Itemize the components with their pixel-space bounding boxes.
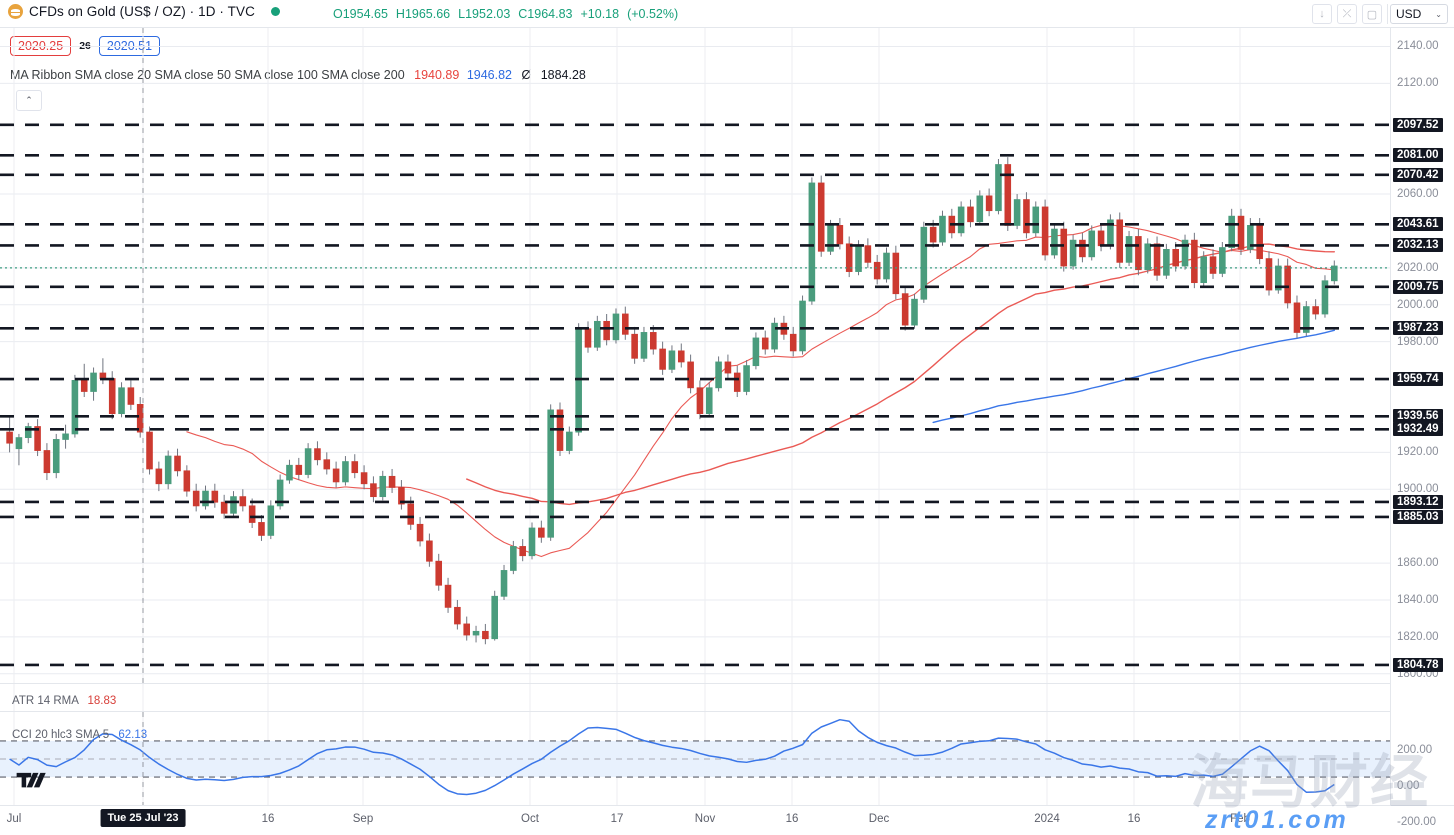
price-level-label[interactable]: 1959.74 bbox=[1393, 372, 1443, 387]
price-level-label[interactable]: 2032.13 bbox=[1393, 238, 1443, 253]
collapse-pane-button[interactable]: ⌃ bbox=[16, 90, 42, 111]
avg-value: 1884.28 bbox=[540, 68, 586, 82]
avg-symbol: Ø bbox=[521, 68, 532, 82]
time-axis-tick: 16 bbox=[261, 813, 275, 825]
price-axis-tick: 1860.00 bbox=[1397, 557, 1439, 570]
ma-ribbon-title: MA Ribbon SMA close 20 SMA close 50 SMA … bbox=[10, 68, 405, 82]
gold-icon bbox=[8, 4, 23, 19]
currency-select[interactable]: USD ⌄ bbox=[1390, 4, 1448, 24]
ma-value-blue: 1946.82 bbox=[466, 68, 512, 82]
price-level-label[interactable]: 1804.78 bbox=[1393, 657, 1443, 672]
ohlc-values: O1954.65 H1965.66 L1952.03 C1964.83 +10.18 (+… bbox=[333, 7, 679, 21]
price-axis[interactable]: 2140.00 2120.00 2060.00 2020.00 2000.00 1980.… bbox=[1390, 28, 1454, 828]
price-axis-tick: 1920.00 bbox=[1397, 446, 1439, 459]
price-axis-tick: 2000.00 bbox=[1397, 298, 1439, 311]
atr-pane[interactable] bbox=[0, 683, 1390, 712]
ma-value-red: 1940.89 bbox=[414, 68, 460, 82]
price-axis-tick: 1980.00 bbox=[1397, 335, 1439, 348]
cci-axis-tick: -200.00 bbox=[1397, 816, 1437, 829]
price-axis-tick: 1820.00 bbox=[1397, 630, 1439, 643]
price-chart-pane[interactable] bbox=[0, 28, 1390, 683]
time-axis-highlight[interactable]: Tue 25 Jul '23 bbox=[100, 809, 186, 827]
chevron-up-icon: ⌃ bbox=[25, 95, 33, 105]
currency-value: USD bbox=[1396, 7, 1422, 21]
time-axis-tick: 17 bbox=[610, 813, 624, 825]
live-indicator-icon bbox=[270, 7, 280, 16]
symbol-block[interactable]: CFDs on Gold (US$ / OZ) · 1D · TVC bbox=[8, 4, 280, 19]
download-icon[interactable]: ↓ bbox=[1312, 4, 1332, 24]
time-axis-tick: Sep bbox=[352, 813, 374, 825]
price-level-label[interactable]: 2043.61 bbox=[1393, 217, 1443, 232]
time-axis-tick: 2024 bbox=[1034, 813, 1060, 825]
price-axis-tick: 2140.00 bbox=[1397, 40, 1439, 53]
atr-value: 18.83 bbox=[87, 695, 117, 707]
price-level-label[interactable]: 1987.23 bbox=[1393, 321, 1443, 336]
cci-legend[interactable]: CCI 20 hlc3 SMA 5 62.13 bbox=[12, 729, 147, 741]
toolbar-icons: ↓ ⤫ ▢ bbox=[1312, 4, 1382, 24]
cci-axis-tick: 200.00 bbox=[1397, 743, 1433, 756]
symbol-title: CFDs on Gold (US$ / OZ) · 1D · TVC bbox=[29, 4, 255, 19]
price-axis-tick: 2020.00 bbox=[1397, 261, 1439, 274]
price-axis-tick: 2120.00 bbox=[1397, 77, 1439, 90]
price-level-label[interactable]: 1932.49 bbox=[1393, 422, 1443, 437]
fullscreen-icon[interactable]: ▢ bbox=[1362, 4, 1382, 24]
time-axis-tick: 16 bbox=[785, 813, 799, 825]
price-level-label[interactable]: 1885.03 bbox=[1393, 509, 1443, 524]
price-level-label[interactable]: 2081.00 bbox=[1393, 148, 1443, 163]
time-axis-tick: Feb bbox=[1230, 813, 1250, 825]
time-axis-tick: Nov bbox=[694, 813, 716, 825]
cci-title: CCI 20 hlc3 SMA 5 bbox=[12, 729, 110, 741]
time-axis-tick: Dec bbox=[868, 813, 890, 825]
cci-value: 62.13 bbox=[118, 729, 148, 741]
ohlc-c: C1964.83 bbox=[518, 7, 573, 21]
time-axis-tick: 16 bbox=[1127, 813, 1141, 825]
cci-axis-tick: 0.00 bbox=[1397, 780, 1420, 792]
top-toolbar: CFDs on Gold (US$ / OZ) · 1D · TVC O1954… bbox=[0, 0, 1454, 28]
price-level-label[interactable]: 2009.75 bbox=[1393, 279, 1443, 294]
atr-title: ATR 14 RMA bbox=[12, 695, 79, 707]
toolbar-divider bbox=[1387, 4, 1388, 24]
ohlc-h: H1965.66 bbox=[395, 7, 451, 21]
ma-ribbon-legend[interactable]: MA Ribbon SMA close 20 SMA close 50 SMA … bbox=[10, 68, 586, 82]
price-level-label[interactable]: 2097.52 bbox=[1393, 117, 1443, 132]
price-axis-tick: 2060.00 bbox=[1397, 188, 1439, 201]
time-axis-tick: Oct bbox=[521, 813, 539, 825]
atr-legend[interactable]: ATR 14 RMA 18.83 bbox=[12, 695, 116, 707]
ohlc-o: O1954.65 bbox=[333, 7, 388, 21]
change-pct: (+0.52%) bbox=[627, 7, 679, 21]
price-axis-tick: 1900.00 bbox=[1397, 483, 1439, 496]
price-level-label[interactable]: 2070.42 bbox=[1393, 167, 1443, 182]
chevron-down-icon: ⌄ bbox=[1435, 9, 1442, 19]
cci-pane[interactable] bbox=[0, 711, 1390, 806]
watermark-en: zrt01.com bbox=[1205, 806, 1349, 834]
price-level-label[interactable]: 1939.56 bbox=[1393, 409, 1443, 424]
price-axis-tick: 1840.00 bbox=[1397, 593, 1439, 606]
change: +10.18 bbox=[580, 7, 620, 21]
time-axis[interactable]: Jul Tue 25 Jul '23 16 Sep Oct 17 Nov 16 Dec 2024 1… bbox=[0, 805, 1454, 833]
ohlc-l: L1952.03 bbox=[458, 7, 511, 21]
price-level-label[interactable]: 1893.12 bbox=[1393, 494, 1443, 509]
tradingview-logo-icon[interactable] bbox=[16, 771, 50, 791]
collapse-icon[interactable]: ⤫ bbox=[1337, 4, 1357, 24]
time-axis-tick: Jul bbox=[6, 813, 22, 825]
